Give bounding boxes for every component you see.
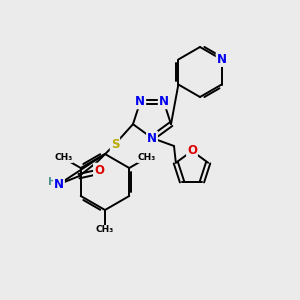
Text: N: N: [147, 131, 157, 145]
Text: CH₃: CH₃: [54, 154, 73, 163]
Text: N: N: [54, 178, 64, 191]
Text: CH₃: CH₃: [137, 154, 156, 163]
Text: N: N: [135, 95, 145, 108]
Text: S: S: [111, 138, 119, 151]
Text: H: H: [48, 177, 56, 187]
Text: CH₃: CH₃: [96, 226, 114, 235]
Text: N: N: [159, 95, 169, 108]
Text: N: N: [217, 53, 227, 66]
Text: O: O: [94, 164, 104, 177]
Text: O: O: [187, 145, 197, 158]
